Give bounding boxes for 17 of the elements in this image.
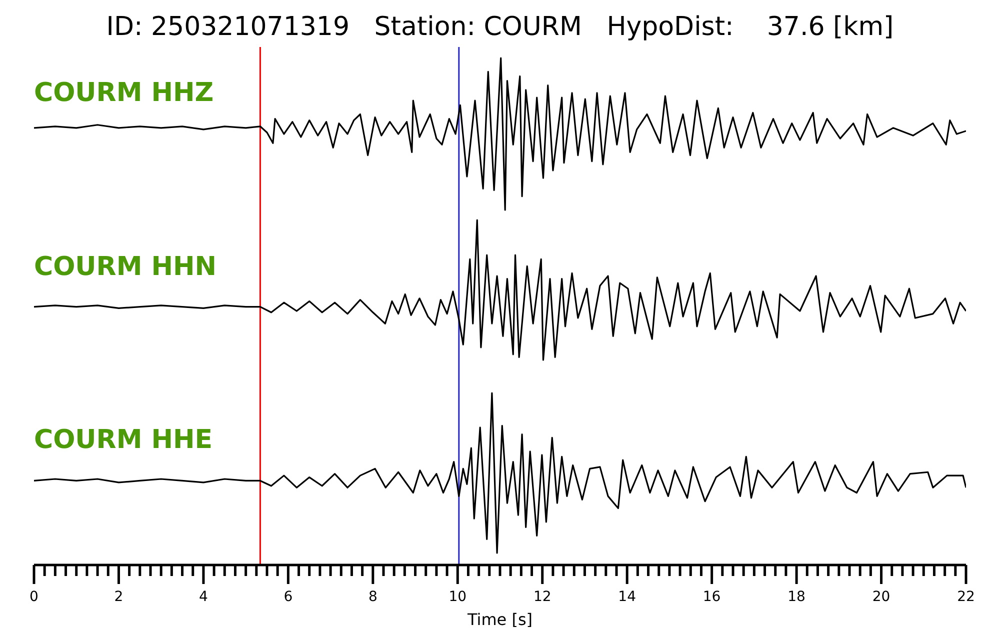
x-tick-label: 18 [788,589,806,605]
x-tick-label: 12 [533,589,552,605]
x-tick-label: 16 [702,589,721,605]
x-tick-label: 22 [957,589,975,605]
x-tick-label: 20 [872,589,890,605]
x-tick-label: 2 [114,589,124,605]
x-tick-label: 14 [618,589,636,605]
chart-title: ID: 250321071319 Station: COURM HypoDist: 37.6 [km] [105,11,895,44]
series-label: COURM HHN [34,252,217,282]
x-tick-label: 0 [30,589,38,605]
x-tick-label: 10 [448,589,467,605]
x-tick-label: 4 [198,589,208,605]
x-tick-label: 6 [284,589,293,605]
x-axis-title: Time [s] [466,610,533,629]
x-tick-label: 8 [368,589,378,605]
series-label: COURM HHE [34,425,213,455]
series-label: COURM HHZ [34,78,214,108]
